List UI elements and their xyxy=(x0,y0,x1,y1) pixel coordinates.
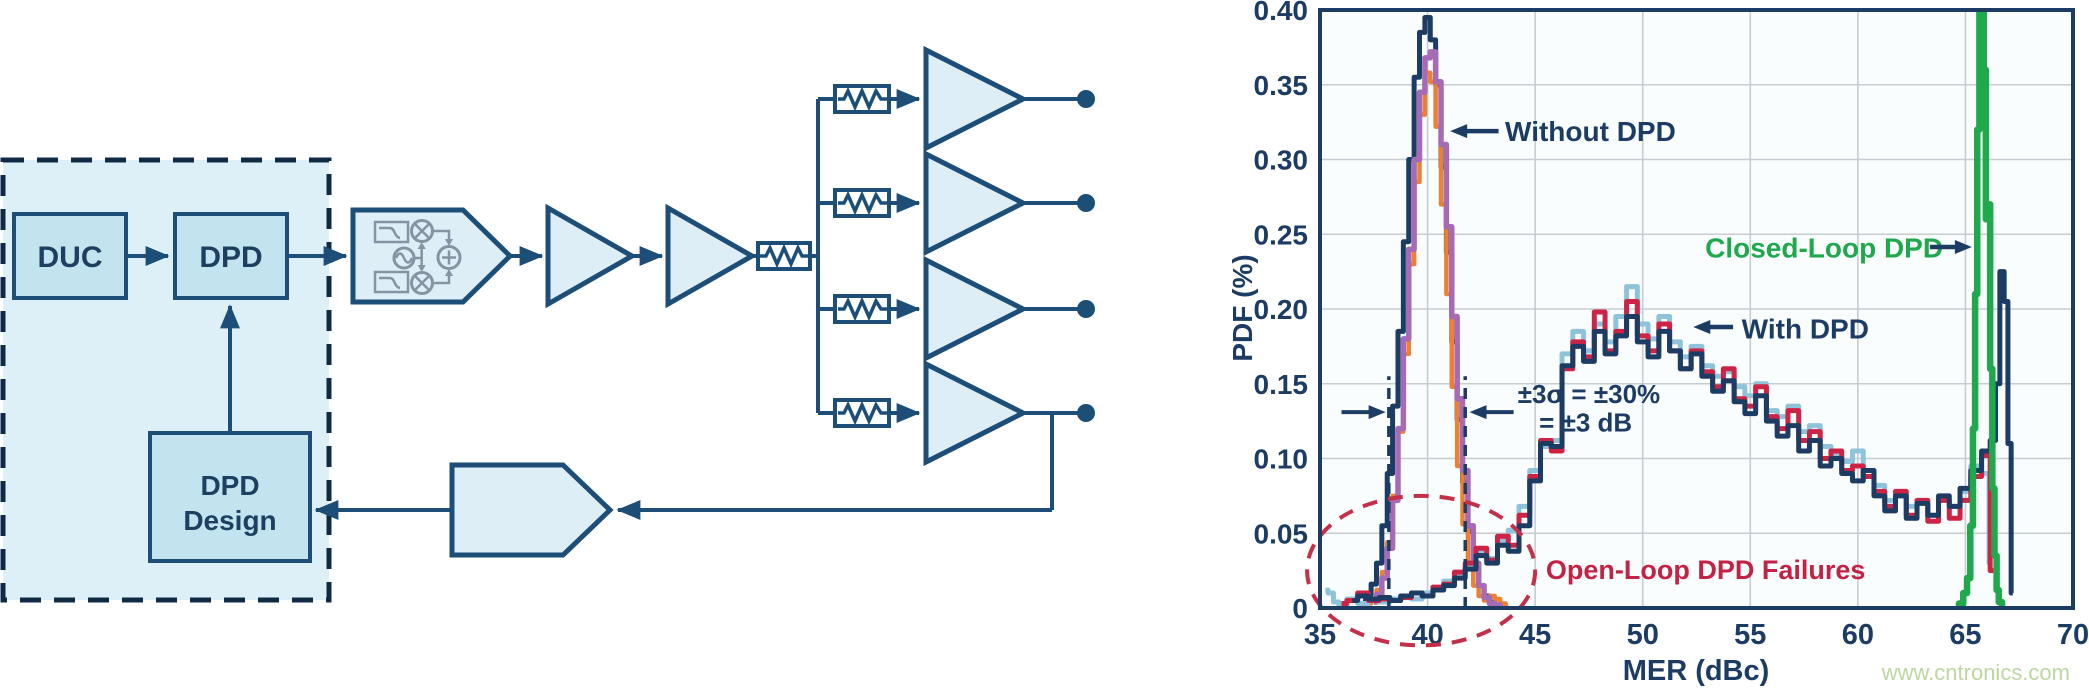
modulator-block xyxy=(350,207,514,305)
resistor-zigzag xyxy=(838,296,888,322)
with-dpd-label: With DPD xyxy=(1742,313,1869,344)
output-terminal-dot xyxy=(1077,404,1095,422)
y-tick-label: 0.35 xyxy=(1254,70,1309,101)
y-tick-label: 0.40 xyxy=(1254,0,1309,26)
amplifier-icon xyxy=(545,203,638,309)
x-axis-title: MER (dBc) xyxy=(1623,655,1770,687)
output-terminal-dot xyxy=(1077,194,1095,212)
output-branch xyxy=(818,45,1095,153)
y-tick-label: 0.25 xyxy=(1254,219,1309,250)
dpd-block: DPD xyxy=(173,212,289,300)
x-tick-label: 50 xyxy=(1627,619,1659,651)
resistor-zigzag xyxy=(838,190,888,216)
amplifier-icon xyxy=(923,255,1029,363)
open-loop-dpd-failures-label: Open-Loop DPD Failures xyxy=(1546,555,1866,585)
dpd-label: DPD xyxy=(199,241,262,274)
output-branch xyxy=(818,149,1095,257)
x-tick-label: 70 xyxy=(2057,619,2089,651)
series-with-dpd-navy xyxy=(1352,269,2014,604)
resistor-icon xyxy=(756,241,812,271)
with-dpd-label-arrowhead xyxy=(1693,319,1711,334)
y-axis-title: PDF (%) xyxy=(1228,254,1258,361)
lowpass-filter-icon xyxy=(373,220,410,244)
mer-pdf-chart: 35 40 45 50 55 60 65 7000.050.100.150.200.250.3… xyxy=(1228,0,2089,687)
block-diagram: DUC DPD DPD Design xyxy=(0,45,1095,603)
series-closed-loop-green xyxy=(1955,10,2006,608)
lowpass-filter-icon xyxy=(373,270,410,294)
sigma-arrowhead xyxy=(1469,405,1487,420)
resistor-zigzag xyxy=(838,86,888,112)
output-branch xyxy=(818,359,1095,467)
summer-icon xyxy=(436,245,462,270)
x-tick-label: 35 xyxy=(1304,619,1336,651)
y-tick-label: 0.15 xyxy=(1254,369,1309,400)
wiring-arrowhead xyxy=(445,239,453,246)
amplifier-icon xyxy=(923,45,1029,153)
chart-overlays: ±3σ = ±30%= ±3 dB xyxy=(1305,376,1660,648)
x-tick-label: 45 xyxy=(1519,619,1551,651)
y-tick-label: 0.20 xyxy=(1254,294,1309,325)
closed-loop-dpd-label: Closed-Loop DPD xyxy=(1705,233,1943,264)
resistor-zigzag xyxy=(838,400,888,426)
dpd-design-block: DPD Design xyxy=(148,431,312,563)
plot-border xyxy=(1318,8,2075,610)
y-tick-label: 0.30 xyxy=(1254,145,1309,176)
output-branch xyxy=(818,255,1095,363)
open-loop-failures-ellipse xyxy=(1305,493,1538,648)
closed-loop-dpd-label-arrowhead xyxy=(1954,239,1972,254)
dpd-design-label-line2: Design xyxy=(183,505,276,536)
x-tick-label: 60 xyxy=(1842,619,1874,651)
x-tick-label: 65 xyxy=(1949,619,1981,651)
wiring-arrowhead xyxy=(445,269,453,276)
without-dpd-label-arrowhead xyxy=(1450,124,1468,139)
feedback-receiver-block xyxy=(449,462,614,558)
sigma-label-line2: = ±3 dB xyxy=(1539,408,1632,438)
wiring-arrowhead xyxy=(417,242,426,249)
chart-series xyxy=(1325,10,2014,608)
x-tick-label: 55 xyxy=(1734,619,1766,651)
output-terminal-dot xyxy=(1077,300,1095,318)
y-tick-label: 0.10 xyxy=(1254,444,1309,475)
y-tick-label: 0.05 xyxy=(1254,518,1309,549)
sigma-arrowhead xyxy=(1368,405,1386,420)
duc-block: DUC xyxy=(12,212,128,300)
dpd-design-label-line1: DPD xyxy=(200,470,259,501)
modulator-wiring xyxy=(414,229,451,285)
output-terminal-dot xyxy=(1077,90,1095,108)
y-tick-label: 0 xyxy=(1292,593,1308,624)
wiring-arrowhead xyxy=(417,265,426,272)
without-dpd-label: Without DPD xyxy=(1505,116,1676,147)
amplifier-icon xyxy=(923,359,1029,467)
duc-label: DUC xyxy=(38,241,103,274)
chart-annotations: Without DPD Closed-Loop DPD With DPD Open-L… xyxy=(1450,116,1972,585)
sigma-label-line1: ±3σ = ±30% xyxy=(1518,379,1660,409)
amplifier-icon xyxy=(665,203,758,309)
series-without-dpd-purple xyxy=(1373,49,1503,608)
amplifier-icon xyxy=(923,149,1029,257)
watermark-text: www.cntronics.com xyxy=(1881,660,2070,685)
